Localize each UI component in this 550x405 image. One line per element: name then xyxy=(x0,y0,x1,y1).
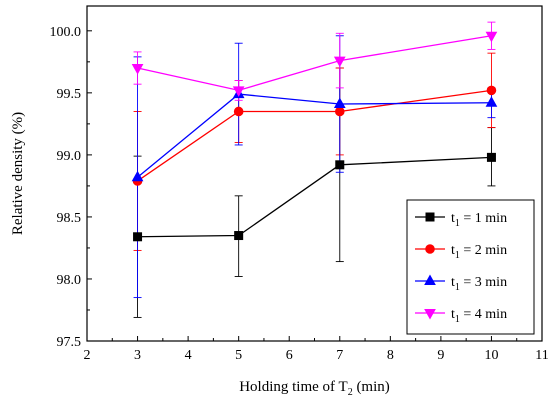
x-tick-label: 2 xyxy=(84,348,91,363)
legend-label-subscript: 1 xyxy=(455,250,460,261)
data-point xyxy=(485,31,498,43)
x-tick-label: 11 xyxy=(535,348,548,363)
y-tick-label: 98.0 xyxy=(57,273,82,288)
data-point xyxy=(131,170,144,182)
x-tick-label: 5 xyxy=(235,348,242,363)
series-line-2 xyxy=(137,89,492,182)
y-tick-label: 97.5 xyxy=(57,335,82,350)
data-point xyxy=(486,152,496,162)
legend-label-tail: = 2 min xyxy=(460,243,507,258)
x-tick-label: 7 xyxy=(336,348,343,363)
data-point xyxy=(333,56,346,68)
x-tick-label: 3 xyxy=(134,348,141,363)
series-line-4 xyxy=(137,35,492,92)
legend-label-main: t xyxy=(451,211,455,226)
x-axis-title-main: Holding time of T xyxy=(239,379,347,395)
legend-marker xyxy=(424,309,436,320)
data-point xyxy=(133,232,143,242)
legend-label: t1 = 2 min xyxy=(451,243,507,261)
data-point xyxy=(485,96,498,107)
data-point xyxy=(131,64,144,75)
series-line-3 xyxy=(137,93,492,178)
x-tick-label: 6 xyxy=(286,348,293,363)
x-tick-label: 4 xyxy=(185,348,192,363)
legend-marker xyxy=(424,274,436,285)
legend-label-tail: = 3 min xyxy=(460,275,507,290)
legend-label-subscript: 1 xyxy=(455,282,460,293)
y-tick-label: 99.5 xyxy=(57,87,82,102)
data-point xyxy=(233,106,244,117)
data-point xyxy=(333,97,346,109)
legend-label-tail: = 1 min xyxy=(460,211,507,226)
legend-label: t1 = 3 min xyxy=(451,275,507,293)
legend-label-main: t xyxy=(451,307,455,322)
legend-marker xyxy=(425,244,435,254)
x-tick-label: 9 xyxy=(437,348,444,363)
series-line-1 xyxy=(137,156,492,238)
x-axis-title: Holding time of T2 (min) xyxy=(239,379,390,398)
axis-titles: Holding time of T2 (min) Relative densit… xyxy=(10,112,390,398)
legend-label-main: t xyxy=(451,243,455,258)
y-tick-label: 99.0 xyxy=(57,149,82,164)
y-axis-title: Relative density (%) xyxy=(10,112,26,235)
legend-marker xyxy=(425,212,435,222)
data-point xyxy=(335,160,345,170)
legend-label-tail: = 4 min xyxy=(460,307,507,322)
data-point xyxy=(486,85,497,96)
legend-label: t1 = 1 min xyxy=(451,211,507,229)
legend-label: t1 = 4 min xyxy=(451,307,507,325)
series-lines-layer xyxy=(137,35,492,238)
data-point xyxy=(234,231,244,241)
x-tick-label: 8 xyxy=(387,348,394,363)
data-point xyxy=(232,86,245,97)
legend-label-subscript: 1 xyxy=(455,218,460,229)
markers-layer xyxy=(131,31,498,242)
data-point xyxy=(334,106,345,117)
legend-label-subscript: 1 xyxy=(455,314,460,325)
legend-label-main: t xyxy=(451,275,455,290)
x-axis-title-subscript: 2 xyxy=(348,387,353,398)
y-tick-label: 100.0 xyxy=(50,25,82,40)
x-axis-title-unit: (min) xyxy=(353,379,390,395)
y-tick-label: 98.5 xyxy=(57,211,82,226)
x-tick-label: 10 xyxy=(484,348,498,363)
